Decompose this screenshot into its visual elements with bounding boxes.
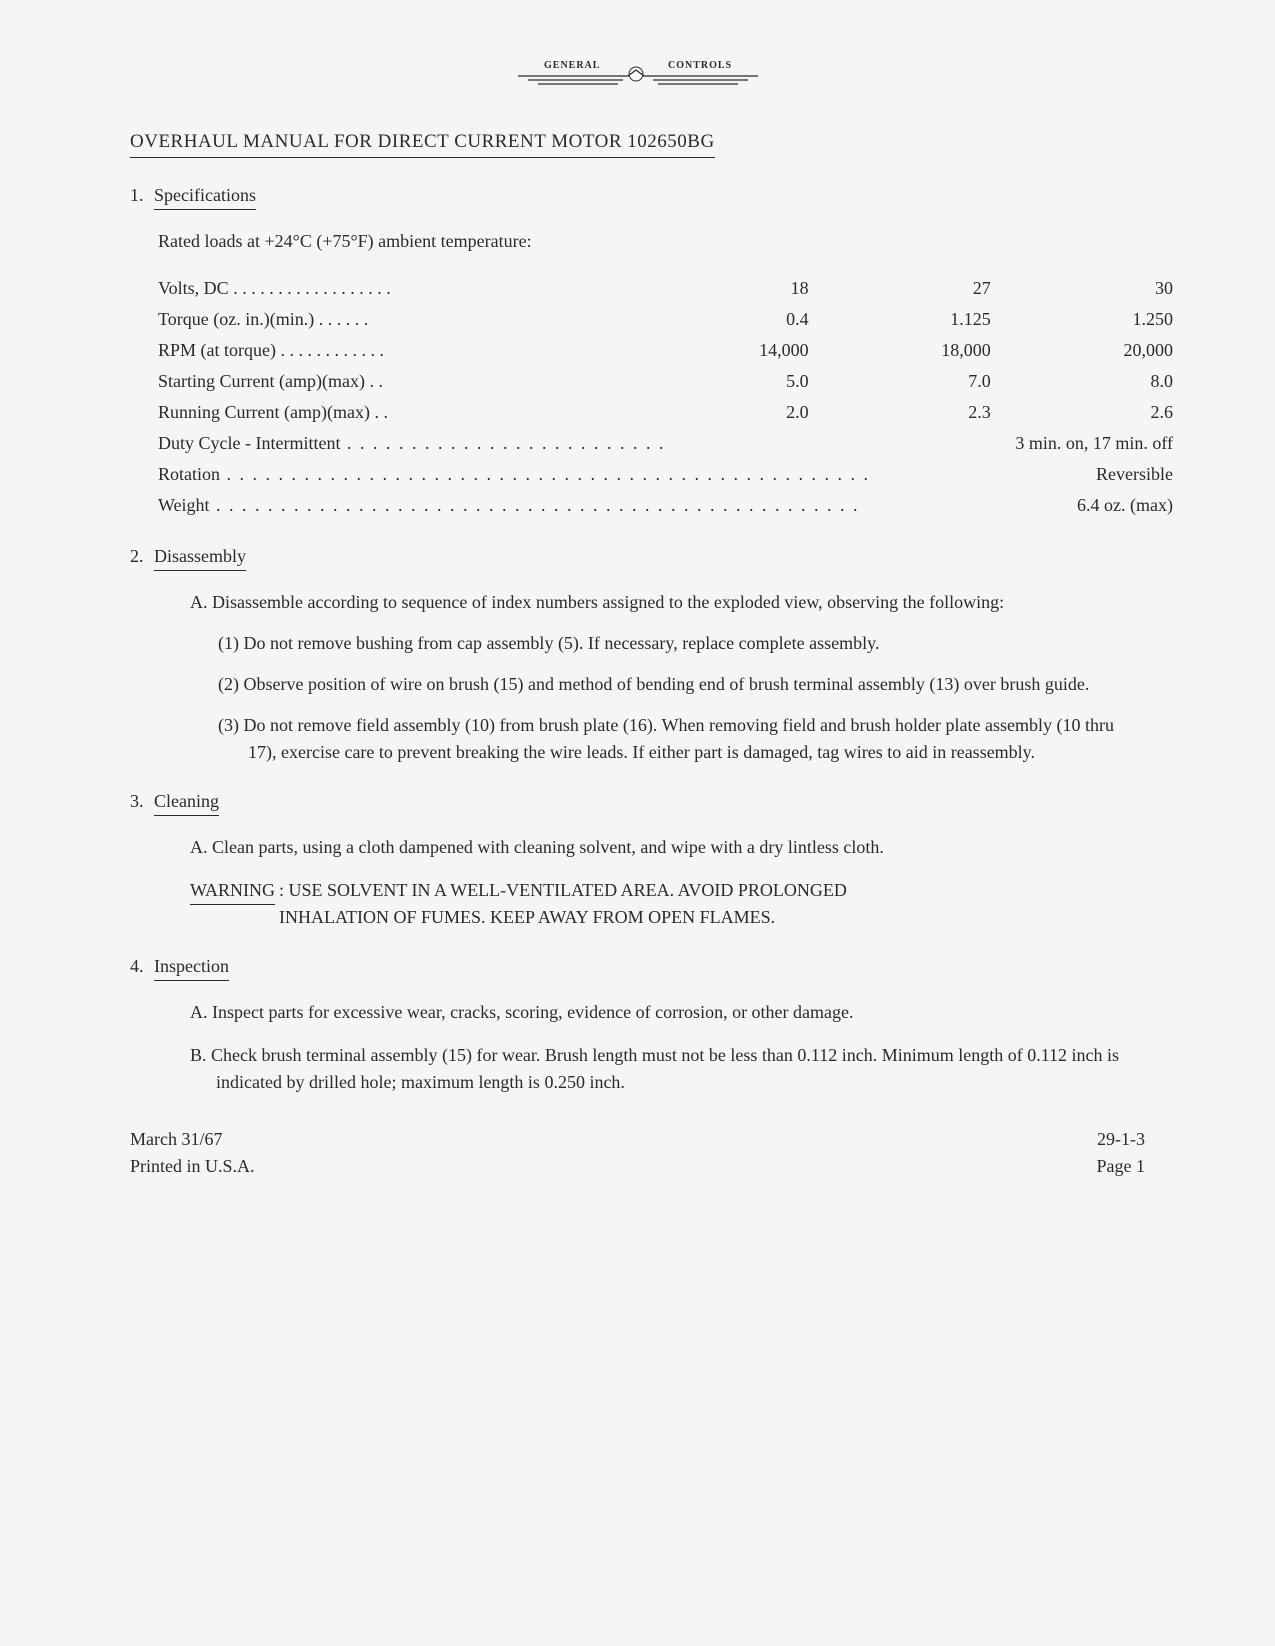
spec-label: Running Current (amp)(max) . . xyxy=(158,397,626,428)
subsection-body: Check brush terminal assembly (15) for w… xyxy=(211,1045,1119,1092)
spec-full-value: 3 min. on, 17 min. off xyxy=(1015,430,1173,457)
subsection-text: A. Disassemble according to sequence of … xyxy=(190,589,1145,616)
subsection-a: A. Clean parts, using a cloth dampened w… xyxy=(190,834,1145,861)
spec-full-row: Rotation . . . . . . . . . . . . . . . .… xyxy=(158,461,1173,488)
list-item: (1) Do not remove bushing from cap assem… xyxy=(218,630,1145,657)
specifications-table: Volts, DC . . . . . . . . . . . . . . . … xyxy=(158,273,1173,521)
warning-block: WARNING : USE SOLVENT IN A WELL-VENTILAT… xyxy=(190,877,1145,931)
page-title: OVERHAUL MANUAL FOR DIRECT CURRENT MOTOR… xyxy=(130,128,715,158)
spec-label: Torque (oz. in.)(min.) . . . . . . xyxy=(158,304,626,335)
list-item: (2) Observe position of wire on brush (1… xyxy=(218,671,1145,698)
subsection-body: Disassemble according to sequence of ind… xyxy=(212,592,1004,612)
subsection-b: B. Check brush terminal assembly (15) fo… xyxy=(190,1042,1145,1096)
title-row: OVERHAUL MANUAL FOR DIRECT CURRENT MOTOR… xyxy=(130,128,1145,182)
footer-left: March 31/67 Printed in U.S.A. xyxy=(130,1126,255,1180)
section-number: 2. xyxy=(130,543,144,570)
spec-value: 20,000 xyxy=(991,335,1173,366)
warning-text: : USE SOLVENT IN A WELL-VENTILATED AREA.… xyxy=(279,877,899,931)
page-footer: March 31/67 Printed in U.S.A. 29-1-3 Pag… xyxy=(130,1126,1145,1180)
spec-full-label: Duty Cycle - Intermittent xyxy=(158,430,340,457)
spec-full-value: Reversible xyxy=(1096,461,1173,488)
footer-code: 29-1-3 xyxy=(1097,1126,1146,1153)
item-number: (3) xyxy=(218,715,239,735)
section-number: 3. xyxy=(130,788,144,815)
subsection-body: Inspect parts for excessive wear, cracks… xyxy=(212,1002,854,1022)
spec-full-row: Duty Cycle - Intermittent . . . . . . . … xyxy=(158,430,1173,457)
section-heading: Cleaning xyxy=(154,788,219,816)
footer-date: March 31/67 xyxy=(130,1126,255,1153)
spec-label: RPM (at torque) . . . . . . . . . . . . xyxy=(158,335,626,366)
section-heading-row: 4. Inspection xyxy=(130,953,1145,981)
item-text: Observe position of wire on brush (15) a… xyxy=(244,674,1090,694)
spec-value: 0.4 xyxy=(626,304,808,335)
item-text: Do not remove bushing from cap assembly … xyxy=(244,633,880,653)
section-heading-row: 1. Specifications xyxy=(130,182,1145,210)
spec-value: 8.0 xyxy=(991,366,1173,397)
logo: GENERAL CONTROLS xyxy=(130,50,1145,98)
item-number: (2) xyxy=(218,674,239,694)
subsection-letter: B. xyxy=(190,1045,207,1065)
section-heading-row: 2. Disassembly xyxy=(130,543,1145,571)
spec-value: 14,000 xyxy=(626,335,808,366)
spec-value: 18,000 xyxy=(809,335,991,366)
section-inspection: 4. Inspection A. Inspect parts for exces… xyxy=(130,953,1145,1096)
spec-value: 1.250 xyxy=(991,304,1173,335)
spec-value: 7.0 xyxy=(809,366,991,397)
spec-value: 1.125 xyxy=(809,304,991,335)
spec-label: Starting Current (amp)(max) . . xyxy=(158,366,626,397)
warning-label: WARNING xyxy=(190,877,275,905)
section-heading: Disassembly xyxy=(154,543,246,571)
spec-full-label: Rotation xyxy=(158,461,220,488)
subsection-a: A. Inspect parts for excessive wear, cra… xyxy=(190,999,1145,1026)
footer-right: 29-1-3 Page 1 xyxy=(1097,1126,1146,1180)
section-disassembly: 2. Disassembly A. Disassemble according … xyxy=(130,543,1145,766)
spec-value: 27 xyxy=(809,273,991,304)
spec-full-label: Weight xyxy=(158,492,210,519)
spec-value: 2.3 xyxy=(809,397,991,428)
spec-value: 30 xyxy=(991,273,1173,304)
subsection-letter: A. xyxy=(190,837,208,857)
spec-full-row: Weight . . . . . . . . . . . . . . . . .… xyxy=(158,492,1173,519)
spec-value: 2.0 xyxy=(626,397,808,428)
item-text: Do not remove field assembly (10) from b… xyxy=(244,715,1114,762)
section-heading: Inspection xyxy=(154,953,229,981)
subsection-a: A. Disassemble according to sequence of … xyxy=(190,589,1145,766)
dots-fill: . . . . . . . . . . . . . . . . . . . . … xyxy=(220,461,1096,488)
item-number: (1) xyxy=(218,633,239,653)
spec-value: 2.6 xyxy=(991,397,1173,428)
section-heading-row: 3. Cleaning xyxy=(130,788,1145,816)
section-number: 1. xyxy=(130,182,144,209)
rated-loads-label: Rated loads at +24°C (+75°F) ambient tem… xyxy=(158,228,1145,255)
section-cleaning: 3. Cleaning A. Clean parts, using a clot… xyxy=(130,788,1145,931)
dots-fill: . . . . . . . . . . . . . . . . . . . . … xyxy=(340,430,1015,457)
dots-fill: . . . . . . . . . . . . . . . . . . . . … xyxy=(210,492,1077,519)
subsection-body: Clean parts, using a cloth dampened with… xyxy=(212,837,884,857)
subsection-letter: A. xyxy=(190,1002,208,1022)
spec-label: Volts, DC . . . . . . . . . . . . . . . … xyxy=(158,273,626,304)
section-heading: Specifications xyxy=(154,182,256,210)
list-item: (3) Do not remove field assembly (10) fr… xyxy=(218,712,1145,766)
section-number: 4. xyxy=(130,953,144,980)
section-specifications: 1. Specifications Rated loads at +24°C (… xyxy=(130,182,1145,521)
footer-printed: Printed in U.S.A. xyxy=(130,1153,255,1180)
subsection-letter: A. xyxy=(190,592,208,612)
spec-value: 5.0 xyxy=(626,366,808,397)
spec-value: 18 xyxy=(626,273,808,304)
logo-right-text: CONTROLS xyxy=(668,60,732,71)
footer-page: Page 1 xyxy=(1097,1153,1146,1180)
logo-left-text: GENERAL xyxy=(544,60,600,71)
spec-full-value: 6.4 oz. (max) xyxy=(1077,492,1173,519)
